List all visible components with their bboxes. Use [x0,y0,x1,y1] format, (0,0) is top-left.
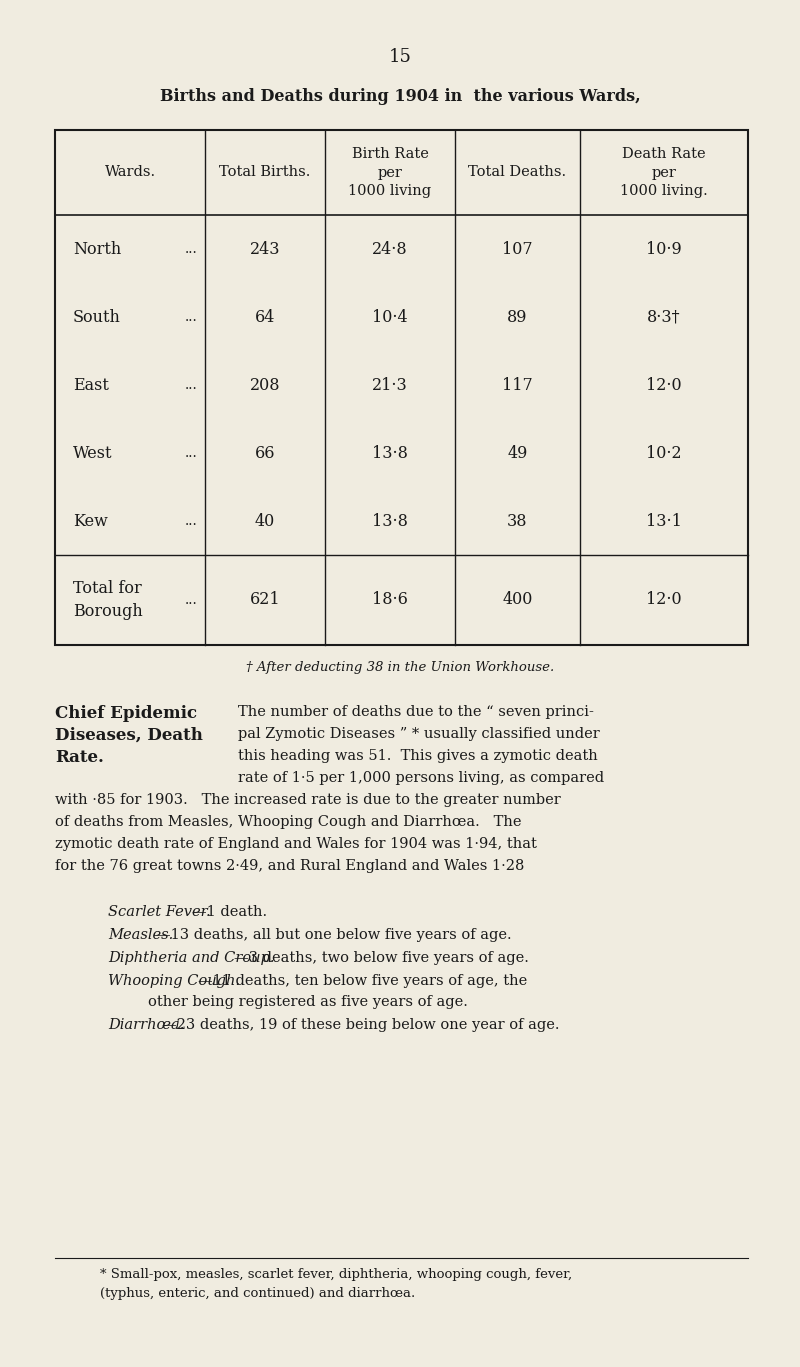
Text: Total for
Borough: Total for Borough [73,580,142,621]
Text: —3 deaths, two below five years of age.: —3 deaths, two below five years of age. [234,951,529,965]
Text: The number of deaths due to the “ seven princi-: The number of deaths due to the “ seven … [238,705,594,719]
Text: Kew: Kew [73,513,108,529]
Text: with ·85 for 1903.   The increased rate is due to the greater number: with ·85 for 1903. The increased rate is… [55,793,561,807]
Text: 10·9: 10·9 [646,241,682,257]
Text: Total Deaths.: Total Deaths. [469,165,566,179]
Text: 12·0: 12·0 [646,376,682,394]
Text: Chief Epidemic: Chief Epidemic [55,705,197,722]
Text: Measles.: Measles. [108,928,174,942]
Bar [55,130,748,645]
Text: Births and Deaths during 1904 in  the various Wards,: Births and Deaths during 1904 in the var… [160,87,640,105]
Text: North: North [73,241,122,257]
Text: 24·8: 24·8 [372,241,408,257]
Text: 10·2: 10·2 [646,444,682,462]
Text: 40: 40 [255,513,275,529]
Text: 10·4: 10·4 [372,309,408,325]
Text: ...: ... [184,242,197,256]
Text: 38: 38 [507,513,528,529]
Text: rate of 1·5 per 1,000 persons living, as compared: rate of 1·5 per 1,000 persons living, as… [238,771,604,785]
Text: pal Zymotic Diseases ” * usually classified under: pal Zymotic Diseases ” * usually classif… [238,727,600,741]
Text: West: West [73,444,113,462]
Text: Death Rate
per
1000 living.: Death Rate per 1000 living. [620,148,708,198]
Text: 13·1: 13·1 [646,513,682,529]
Text: 400: 400 [502,592,533,608]
Text: * Small-pox, measles, scarlet fever, diphtheria, whooping cough, fever,: * Small-pox, measles, scarlet fever, dip… [100,1269,572,1281]
Text: 13·8: 13·8 [372,444,408,462]
Text: Diseases, Death: Diseases, Death [55,727,203,744]
Text: ...: ... [184,310,197,324]
Text: 107: 107 [502,241,533,257]
Text: 13·8: 13·8 [372,513,408,529]
Text: zymotic death rate of England and Wales for 1904 was 1·94, that: zymotic death rate of England and Wales … [55,837,537,852]
Text: 89: 89 [507,309,528,325]
Text: —1 death.: —1 death. [192,905,267,919]
Text: 66: 66 [254,444,275,462]
Text: 8·3†: 8·3† [647,309,681,325]
Text: Wards.: Wards. [105,165,155,179]
Text: Total Births.: Total Births. [219,165,310,179]
Text: † After deducting 38 in the Union Workhouse.: † After deducting 38 in the Union Workho… [246,662,554,674]
Text: other being registered as five years of age.: other being registered as five years of … [148,995,468,1009]
Text: 18·6: 18·6 [372,592,408,608]
Text: 243: 243 [250,241,280,257]
Text: 208: 208 [250,376,280,394]
Text: 49: 49 [507,444,528,462]
Text: Birth Rate
per
1000 living: Birth Rate per 1000 living [349,148,431,198]
Text: —13 deaths, all but one below five years of age.: —13 deaths, all but one below five years… [156,928,512,942]
Text: Rate.: Rate. [55,749,104,766]
Text: Diphtheria and Croup.: Diphtheria and Croup. [108,951,274,965]
Text: 15: 15 [389,48,411,66]
Text: 117: 117 [502,376,533,394]
Text: ...: ... [184,593,197,607]
Text: for the 76 great towns 2·49, and Rural England and Wales 1·28: for the 76 great towns 2·49, and Rural E… [55,858,524,874]
Text: —23 deaths, 19 of these being below one year of age.: —23 deaths, 19 of these being below one … [162,1018,559,1032]
Text: ...: ... [184,379,197,392]
Text: (typhus, enteric, and continued) and diarrhœa.: (typhus, enteric, and continued) and dia… [100,1286,415,1300]
Text: East: East [73,376,109,394]
Text: 21·3: 21·3 [372,376,408,394]
Text: —11 deaths, ten below five years of age, the: —11 deaths, ten below five years of age,… [198,975,527,988]
Text: this heading was 51.  This gives a zymotic death: this heading was 51. This gives a zymoti… [238,749,598,763]
Text: 64: 64 [255,309,275,325]
Text: Diarrhœa.: Diarrhœa. [108,1018,184,1032]
Text: Whooping Cough.: Whooping Cough. [108,975,240,988]
Text: of deaths from Measles, Whooping Cough and Diarrhœa.   The: of deaths from Measles, Whooping Cough a… [55,815,522,828]
Text: ...: ... [184,514,197,528]
Text: 621: 621 [250,592,280,608]
Text: Scarlet Fever.: Scarlet Fever. [108,905,210,919]
Text: 12·0: 12·0 [646,592,682,608]
Text: South: South [73,309,121,325]
Text: ...: ... [184,446,197,461]
